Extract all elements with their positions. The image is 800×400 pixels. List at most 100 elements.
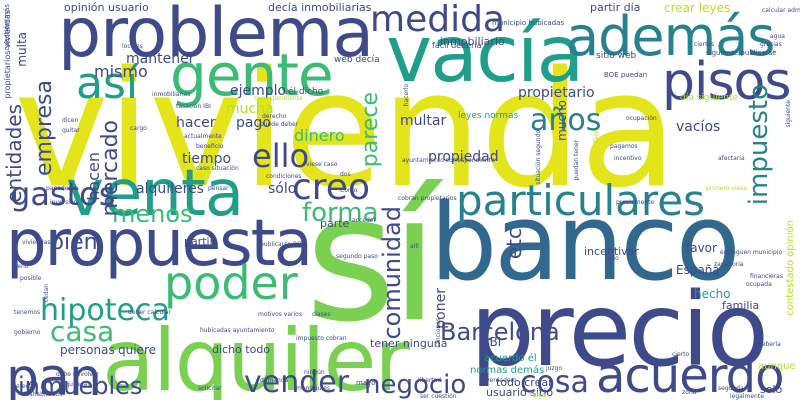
word-hipoteca: hipoteca <box>40 293 170 328</box>
word-personas: personas <box>60 343 115 357</box>
word-contestado-opinion: contestado opinión <box>785 220 796 316</box>
word-segunda: legalmente <box>730 393 764 400</box>
word-propiedad: propiedad <box>428 149 499 165</box>
word-negocio: negocio <box>364 370 467 400</box>
word-cosa: cosa <box>520 365 589 400</box>
word-legalmente: juzgo <box>546 365 563 372</box>
word-casa: casa <box>50 315 115 348</box>
word-precio: precio <box>470 271 769 390</box>
word-vacios: vacíos <box>676 119 721 135</box>
word-multar: multar <box>400 113 447 129</box>
word-zona: segunda <box>718 385 744 392</box>
word-debe-devolver: debe devolver <box>56 371 100 378</box>
word-ibi: IBI <box>486 335 502 349</box>
word-hacer: hacer <box>176 115 216 131</box>
word-vacia: vacía <box>386 10 584 100</box>
word-beneficio: inversión <box>50 199 78 206</box>
word-ocupacion: ciertos <box>694 41 715 48</box>
word-pensar: gobierno <box>14 329 41 336</box>
word-tenemos: lleno <box>14 263 29 270</box>
word-lado: allí <box>410 243 419 250</box>
word-situacion-segundo: situación segundo <box>535 130 542 185</box>
word-poder: poder <box>164 256 298 310</box>
word-inmobiliarias: puede deber <box>260 121 299 128</box>
word-pago-small: correspondiente <box>254 95 303 102</box>
word-aunque: aunque <box>758 361 796 372</box>
word-solo: sólo <box>268 181 297 197</box>
word-correspondiente: falta <box>530 391 546 399</box>
word-puedan-tener: puedan tener <box>573 140 580 181</box>
word-cierto: ocupada <box>746 281 772 288</box>
word-impuesto: impuesto <box>744 84 774 206</box>
word-falta: mayor <box>356 379 379 387</box>
word-sanciones: alquiladas <box>60 381 91 388</box>
word-particulares: particulares <box>456 176 705 225</box>
word-alquiler: alquiler <box>102 311 410 400</box>
word-tiempo: tiempo <box>182 151 232 167</box>
word-alquiladas: hubicadas ayuntamiento <box>200 327 275 334</box>
word-puede-deber: derecho <box>262 113 287 120</box>
word-venta: venta <box>66 157 244 231</box>
word-web-decia: web decía <box>334 55 380 65</box>
word-comunidad: comunidad <box>378 206 406 340</box>
word-problema: problema <box>58 0 374 73</box>
word-tener-ninguna: tener ninguna <box>370 337 448 350</box>
word-cuestion-mas: cuestión más <box>3 4 11 51</box>
word-barcelona: Barcelona <box>440 318 560 346</box>
word-espana: España <box>676 263 720 277</box>
word-ser-cuestion: cedan <box>43 284 50 303</box>
word-boe-puedan: BOE puedan <box>604 71 648 79</box>
word-el-dicho: él dicho <box>288 87 324 97</box>
word-hecho: hecho <box>694 287 731 301</box>
word-afectaria: afectaria <box>718 155 745 162</box>
word-normas-demas: normas demás <box>470 365 545 376</box>
word-pago: pago <box>236 115 271 131</box>
word-leyes-normas: leyes normas <box>458 111 519 121</box>
word-todo-crear: todo crear <box>496 376 553 389</box>
word-favor: favor <box>686 241 717 255</box>
word-panaderos: condiciones <box>266 173 302 180</box>
word-derecho: actualmente <box>184 133 222 140</box>
word-partir-dia: partir día <box>590 1 641 14</box>
word-partir: partir <box>184 235 215 248</box>
word-deber-calcular: deber calcular <box>128 309 171 316</box>
word-parte: parte <box>320 217 350 230</box>
word-sitio-web: sitio web <box>596 51 637 61</box>
word-verdadero: ser cuestión <box>420 393 457 400</box>
word-creo: creo <box>292 167 370 208</box>
word-siguiente-publicarse: siguiente publicarse <box>706 49 777 57</box>
word-mercado: mercado <box>98 120 123 217</box>
word-caso-situacion: caso situación <box>196 165 239 172</box>
word-usuario-sitio: usuario sitio <box>486 386 554 399</box>
word-etc: etc <box>502 228 526 260</box>
word-cedan: locales <box>122 43 143 50</box>
word-inversion: panaderos <box>46 185 78 192</box>
word-ejemplo: ejemplo <box>230 83 287 99</box>
word-dicho-todo: dicho todo <box>212 343 271 356</box>
word-clases: viviendas <box>22 239 51 246</box>
word-banco: banco <box>430 181 741 304</box>
word-viviendas: sanciones <box>435 318 442 348</box>
word-multa: multa <box>15 32 29 67</box>
word-ademas: además <box>566 5 775 68</box>
word-mismo: mismo <box>94 62 148 81</box>
word-actualmente: tasación IBI <box>176 103 211 110</box>
word-opinion-usuario: opinión usuario <box>64 1 149 14</box>
word-primero-viese: primero viese <box>706 185 748 192</box>
word-acuerdo-el: acuerdo él <box>484 353 537 364</box>
word-dinero: dinero <box>294 126 345 145</box>
word-locales: quitar <box>62 127 80 134</box>
word-mucho: mucho <box>555 100 569 141</box>
word-vender: vender <box>244 365 350 400</box>
word-segundo-paso: segundo paso <box>336 253 378 260</box>
word-dia-siguiente: día siguiente <box>680 93 739 103</box>
word-ayuntamiento-correspondiente: ayuntamiento correspondiente <box>402 157 495 164</box>
word-incentivar: incentivar <box>584 245 639 258</box>
word-condiciones: cobran propietarios <box>398 195 457 202</box>
word-previamente: zanahoria <box>714 261 744 268</box>
word-zanahoria: lado <box>606 255 619 262</box>
word-cargo: inmobiliarias <box>152 91 191 98</box>
word-viese-caso: viese caso <box>306 161 338 168</box>
word-cobran-propietarios: dos <box>340 171 351 178</box>
word-financieras: pagamos <box>610 143 638 150</box>
